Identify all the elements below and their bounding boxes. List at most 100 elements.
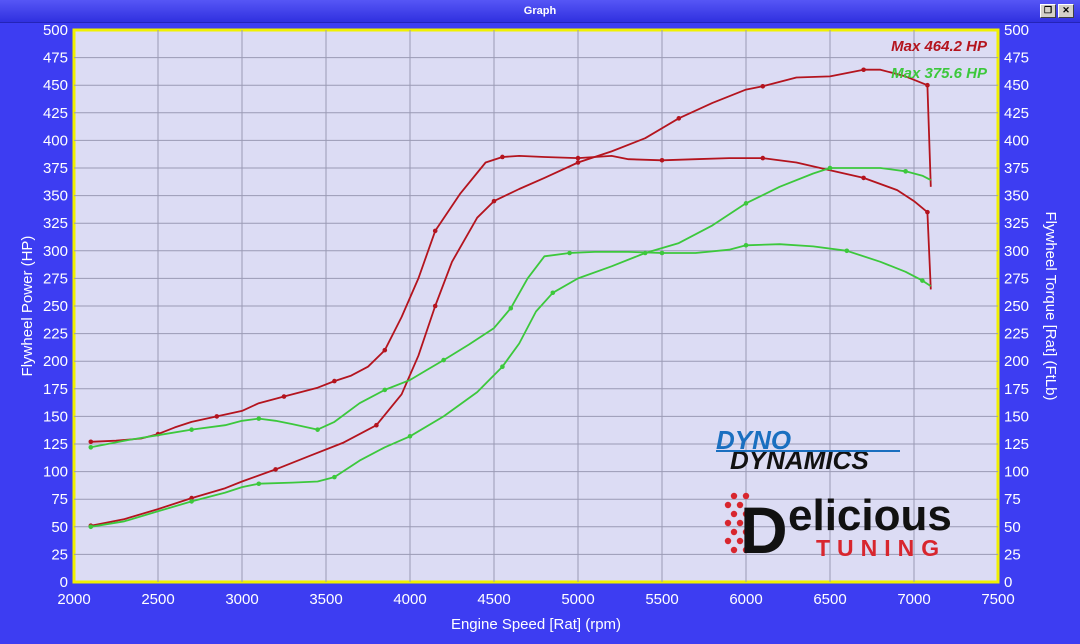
dyno-dynamics-logo: DYNO DYNAMICS bbox=[716, 425, 900, 475]
data-point-red_torque bbox=[861, 175, 866, 181]
logo-brand-main: elicious bbox=[788, 491, 952, 540]
data-point-green_torque bbox=[567, 250, 572, 256]
x-axis-label: Engine Speed [Rat] (rpm) bbox=[451, 616, 621, 633]
y-tick-label-right: 150 bbox=[1004, 408, 1029, 425]
logo-dot bbox=[730, 546, 738, 554]
x-tick-label: 6500 bbox=[813, 591, 846, 608]
data-point-green_torque bbox=[659, 250, 665, 256]
logo-dot bbox=[736, 519, 744, 527]
data-point-red_power bbox=[491, 198, 497, 204]
y-tick-label-left: 0 bbox=[60, 574, 68, 591]
data-point-green_torque bbox=[743, 242, 749, 248]
data-point-green_power bbox=[550, 290, 556, 296]
y-tick-label-right: 300 bbox=[1004, 243, 1029, 260]
data-point-red_torque bbox=[925, 209, 930, 215]
data-point-red_torque bbox=[88, 439, 94, 445]
y-tick-label-right: 250 bbox=[1004, 298, 1029, 315]
data-point-green_power bbox=[332, 474, 337, 480]
data-point-red_power bbox=[189, 495, 194, 501]
logo-dot bbox=[730, 492, 738, 500]
logo-dots bbox=[724, 492, 750, 554]
data-point-green_torque bbox=[189, 427, 194, 432]
x-tick-label: 3500 bbox=[309, 591, 342, 608]
data-point-red_torque bbox=[382, 347, 388, 353]
data-point-red_power bbox=[273, 467, 278, 472]
x-tick-label: 3000 bbox=[225, 591, 258, 608]
y-tick-label-left: 200 bbox=[43, 353, 68, 370]
data-point-green_power bbox=[827, 165, 833, 171]
series-line-red_torque bbox=[90, 154, 932, 443]
data-point-green_torque bbox=[256, 416, 262, 421]
y-ticks-left: 0 25 50 75 100 125 150 175 200 225 250 275 300 325 350… bbox=[43, 22, 68, 591]
dyno-logo-line2: DYNAMICS bbox=[730, 445, 869, 475]
logo-dot bbox=[724, 519, 732, 527]
y-tick-label-right: 450 bbox=[1004, 77, 1029, 94]
y-tick-label-right: 425 bbox=[1004, 105, 1029, 122]
y-tick-label-left: 50 bbox=[51, 519, 68, 536]
data-point-red_torque bbox=[500, 154, 505, 160]
window-title: Graph bbox=[523, 5, 557, 17]
max-label-red: Max 464.2 HP bbox=[891, 38, 988, 55]
y-tick-label-left: 275 bbox=[43, 270, 68, 287]
y-tick-label-left: 150 bbox=[43, 408, 68, 425]
logo-dot bbox=[724, 501, 732, 509]
y-tick-label-left: 125 bbox=[43, 436, 68, 453]
gridlines bbox=[74, 30, 998, 582]
x-ticks: 2000 2500 3000 3500 4000 4500 5000 5500 6000 6500… bbox=[57, 591, 1014, 608]
y-tick-label-right: 50 bbox=[1004, 519, 1021, 536]
x-tick-label: 5500 bbox=[645, 591, 678, 608]
y-tick-label-right: 175 bbox=[1004, 381, 1029, 398]
y-tick-label-left: 175 bbox=[43, 381, 68, 398]
data-point-green_power bbox=[500, 364, 505, 370]
y-axis-label-left: Flywheel Power (HP) bbox=[19, 236, 36, 377]
x-tick-label: 2500 bbox=[141, 591, 174, 608]
y-tick-label-right: 225 bbox=[1004, 326, 1029, 343]
data-point-red_power bbox=[760, 84, 766, 89]
y-tick-label-left: 100 bbox=[43, 464, 68, 481]
x-tick-label: 2000 bbox=[57, 591, 90, 608]
data-point-green_torque bbox=[315, 427, 320, 432]
y-tick-label-right: 400 bbox=[1004, 132, 1029, 149]
delicious-tuning-logo: D elicious TUNING bbox=[724, 491, 952, 567]
data-point-red_power bbox=[925, 82, 930, 88]
y-tick-label-left: 500 bbox=[43, 22, 68, 39]
restore-button[interactable]: ❐ bbox=[1040, 4, 1056, 18]
logo-dot bbox=[742, 492, 750, 500]
data-point-green_power bbox=[407, 433, 413, 439]
y-tick-label-left: 225 bbox=[43, 326, 68, 343]
data-point-green_torque bbox=[441, 357, 446, 363]
y-tick-label-right: 100 bbox=[1004, 464, 1029, 481]
data-point-red_torque bbox=[214, 414, 220, 419]
data-point-red_power bbox=[374, 422, 379, 428]
max-label-green: Max 375.6 HP bbox=[891, 65, 988, 82]
data-point-green_power bbox=[189, 499, 194, 504]
data-point-green_power bbox=[743, 201, 749, 206]
data-point-green_torque bbox=[920, 278, 925, 283]
data-point-red_torque bbox=[432, 228, 438, 234]
data-point-red_torque bbox=[659, 157, 665, 163]
data-point-red_power bbox=[432, 303, 438, 309]
y-tick-label-right: 375 bbox=[1004, 160, 1029, 177]
y-tick-label-right: 200 bbox=[1004, 353, 1029, 370]
y-ticks-right: 0 25 50 75 100 125 150 175 200 225 250 275 300 325 350… bbox=[1004, 22, 1029, 591]
y-tick-label-left: 300 bbox=[43, 243, 68, 260]
data-point-red_power bbox=[861, 67, 866, 73]
data-point-green_torque bbox=[382, 387, 388, 393]
x-tick-label: 4500 bbox=[477, 591, 510, 608]
logo-dot bbox=[736, 537, 744, 545]
y-tick-label-right: 25 bbox=[1004, 546, 1021, 563]
y-tick-label-left: 375 bbox=[43, 160, 68, 177]
x-tick-label: 7000 bbox=[897, 591, 930, 608]
logo-dot bbox=[736, 501, 744, 509]
y-axis-label-right: Flywheel Torque [Rat] (FtLb) bbox=[1042, 212, 1059, 401]
logo-dot bbox=[730, 528, 738, 536]
series-line-green_torque bbox=[90, 243, 932, 449]
data-point-green_power bbox=[88, 524, 94, 530]
x-tick-label: 7500 bbox=[981, 591, 1014, 608]
window-titlebar[interactable]: Graph ❐ ✕ bbox=[0, 0, 1080, 23]
close-button[interactable]: ✕ bbox=[1058, 4, 1074, 18]
data-point-red_power bbox=[575, 160, 581, 165]
y-tick-label-left: 450 bbox=[43, 77, 68, 94]
y-tick-label-left: 75 bbox=[51, 491, 68, 508]
